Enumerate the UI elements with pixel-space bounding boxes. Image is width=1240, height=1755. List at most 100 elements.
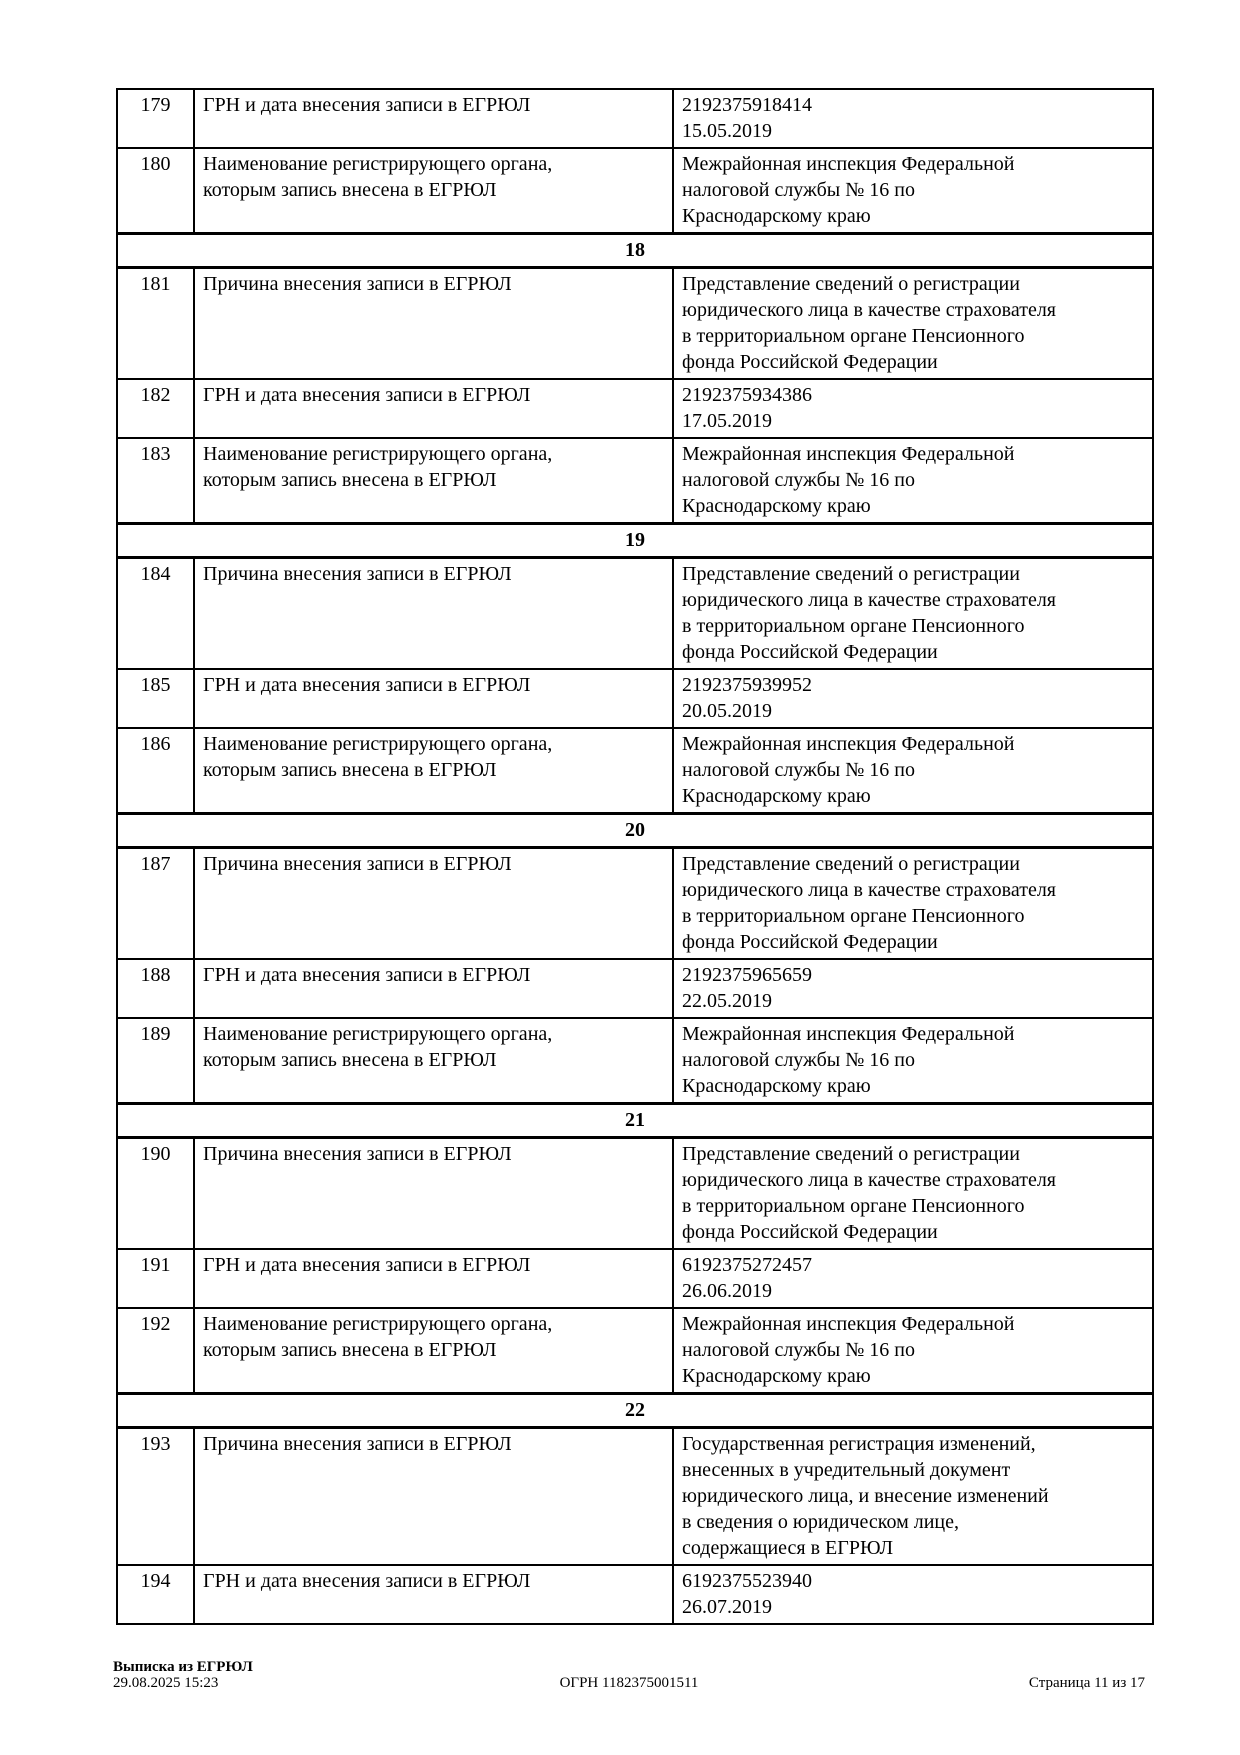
row-label-cell: ГРН и дата внесения записи в ЕГРЮЛ	[193, 378, 674, 439]
row-label-cell: Наименование регистрирующего органа, кото…	[193, 437, 674, 525]
row-value-cell: 2192375965659 22.05.2019	[672, 958, 1154, 1019]
row-number-cell: 194	[116, 1564, 195, 1625]
row-label-cell: Причина внесения записи в ЕГРЮЛ	[193, 1136, 674, 1250]
row-number-cell: 183	[116, 437, 195, 525]
text-line: налоговой службы № 16 по	[682, 469, 915, 491]
row-value-cell: Межрайонная инспекция Федеральной налогов…	[672, 1307, 1154, 1395]
row-number-cell: 188	[116, 958, 195, 1019]
text-line: в территориальном органе Пенсионного	[682, 1195, 1025, 1217]
row-number-cell: 192	[116, 1307, 195, 1395]
row-number-cell: 182	[116, 378, 195, 439]
text-line: Представление сведений о регистрации	[682, 1143, 1020, 1165]
text-line: которым запись внесена в ЕГРЮЛ	[203, 179, 497, 201]
row-number-cell: 191	[116, 1248, 195, 1309]
text-line: фонда Российской Федерации	[682, 931, 938, 953]
row-value-cell: 6192375272457 26.06.2019	[672, 1248, 1154, 1309]
row-value-cell: Представление сведений о регистрации юрид…	[672, 556, 1154, 670]
row-label-cell: Наименование регистрирующего органа, кото…	[193, 147, 674, 235]
table-row: 188 ГРН и дата внесения записи в ЕГРЮЛ 219…	[116, 958, 1154, 1019]
text-line: Причина внесения записи в ЕГРЮЛ	[203, 1143, 512, 1165]
row-value-cell: 2192375918414 15.05.2019	[672, 88, 1154, 149]
row-label-cell: Наименование регистрирующего органа, кото…	[193, 1307, 674, 1395]
text-line: 2192375939952	[682, 674, 812, 696]
row-value-cell: Представление сведений о регистрации юрид…	[672, 846, 1154, 960]
row-value-cell: Государственная регистрация изменений, вн…	[672, 1426, 1154, 1566]
text-line: ГРН и дата внесения записи в ЕГРЮЛ	[203, 94, 531, 116]
text-line: Межрайонная инспекция Федеральной	[682, 1023, 1015, 1045]
text-line: Представление сведений о регистрации	[682, 853, 1020, 875]
text-line: 26.06.2019	[682, 1280, 772, 1302]
text-line: Краснодарскому краю	[682, 1075, 871, 1097]
text-line: Межрайонная инспекция Федеральной	[682, 443, 1015, 465]
table-row: 192 Наименование регистрирующего органа, к…	[116, 1307, 1154, 1395]
text-line: 26.07.2019	[682, 1596, 772, 1618]
text-line: Краснодарскому краю	[682, 495, 871, 517]
text-line: 15.05.2019	[682, 120, 772, 142]
section-number: 22	[116, 1392, 1154, 1429]
text-line: Краснодарскому краю	[682, 785, 871, 807]
text-line: Межрайонная инспекция Федеральной	[682, 1313, 1015, 1335]
text-line: Наименование регистрирующего органа,	[203, 1023, 553, 1045]
row-number-cell: 193	[116, 1426, 195, 1566]
section-number: 19	[116, 522, 1154, 559]
row-label-cell: ГРН и дата внесения записи в ЕГРЮЛ	[193, 668, 674, 729]
row-label-cell: ГРН и дата внесения записи в ЕГРЮЛ	[193, 1564, 674, 1625]
text-line: Государственная регистрация изменений,	[682, 1433, 1036, 1455]
text-line: Причина внесения записи в ЕГРЮЛ	[203, 853, 512, 875]
footer-doc-title: Выписка из ЕГРЮЛ	[113, 1659, 253, 1675]
egrul-table-body: 179 ГРН и дата внесения записи в ЕГРЮЛ 219…	[116, 88, 1154, 1625]
row-number-cell: 184	[116, 556, 195, 670]
text-line: Причина внесения записи в ЕГРЮЛ	[203, 563, 512, 585]
footer-datetime: 29.08.2025 15:23	[113, 1675, 219, 1691]
text-line: внесенных в учредительный документ	[682, 1459, 1011, 1481]
row-label-cell: Причина внесения записи в ЕГРЮЛ	[193, 556, 674, 670]
row-label-cell: Причина внесения записи в ЕГРЮЛ	[193, 1426, 674, 1566]
text-line: в территориальном органе Пенсионного	[682, 905, 1025, 927]
text-line: ГРН и дата внесения записи в ЕГРЮЛ	[203, 1570, 531, 1592]
row-value-cell: Представление сведений о регистрации юрид…	[672, 1136, 1154, 1250]
row-label-cell: ГРН и дата внесения записи в ЕГРЮЛ	[193, 88, 674, 149]
section-header-row: 18	[116, 232, 1154, 269]
row-number-cell: 185	[116, 668, 195, 729]
text-line: юридического лица в качестве страховател…	[682, 589, 1057, 611]
row-value-cell: Межрайонная инспекция Федеральной налогов…	[672, 147, 1154, 235]
text-line: ГРН и дата внесения записи в ЕГРЮЛ	[203, 674, 531, 696]
text-line: фонда Российской Федерации	[682, 1221, 938, 1243]
text-line: Причина внесения записи в ЕГРЮЛ	[203, 273, 512, 295]
section-number: 20	[116, 812, 1154, 849]
row-label-cell: Наименование регистрирующего органа, кото…	[193, 727, 674, 815]
text-line: 2192375918414	[682, 94, 812, 116]
table-row: 191 ГРН и дата внесения записи в ЕГРЮЛ 619…	[116, 1248, 1154, 1309]
table-row: 194 ГРН и дата внесения записи в ЕГРЮЛ 619…	[116, 1564, 1154, 1625]
table-row: 182 ГРН и дата внесения записи в ЕГРЮЛ 219…	[116, 378, 1154, 439]
section-number: 21	[116, 1102, 1154, 1139]
text-line: 2192375965659	[682, 964, 812, 986]
text-line: ГРН и дата внесения записи в ЕГРЮЛ	[203, 964, 531, 986]
text-line: Причина внесения записи в ЕГРЮЛ	[203, 1433, 512, 1455]
table-row: 189 Наименование регистрирующего органа, к…	[116, 1017, 1154, 1105]
text-line: 17.05.2019	[682, 410, 772, 432]
text-line: фонда Российской Федерации	[682, 351, 938, 373]
table-row: 183 Наименование регистрирующего органа, к…	[116, 437, 1154, 525]
text-line: налоговой службы № 16 по	[682, 1049, 915, 1071]
text-line: налоговой службы № 16 по	[682, 1339, 915, 1361]
text-line: Краснодарскому краю	[682, 1365, 871, 1387]
row-number-cell: 180	[116, 147, 195, 235]
text-line: ГРН и дата внесения записи в ЕГРЮЛ	[203, 1254, 531, 1276]
row-number-cell: 187	[116, 846, 195, 960]
table-row: 185 ГРН и дата внесения записи в ЕГРЮЛ 219…	[116, 668, 1154, 729]
text-line: налоговой службы № 16 по	[682, 759, 915, 781]
text-line: которым запись внесена в ЕГРЮЛ	[203, 469, 497, 491]
table-row: 184 Причина внесения записи в ЕГРЮЛ Предст…	[116, 556, 1154, 670]
text-line: которым запись внесена в ЕГРЮЛ	[203, 1339, 497, 1361]
row-number-cell: 186	[116, 727, 195, 815]
page-footer: Выписка из ЕГРЮЛ 29.08.2025 15:23 ОГРН 1…	[113, 1660, 1145, 1694]
text-line: в территориальном органе Пенсионного	[682, 615, 1025, 637]
section-header-row: 22	[116, 1392, 1154, 1429]
row-label-cell: Причина внесения записи в ЕГРЮЛ	[193, 266, 674, 380]
row-value-cell: 6192375523940 26.07.2019	[672, 1564, 1154, 1625]
text-line: Представление сведений о регистрации	[682, 273, 1020, 295]
section-header-row: 20	[116, 812, 1154, 849]
text-line: которым запись внесена в ЕГРЮЛ	[203, 759, 497, 781]
